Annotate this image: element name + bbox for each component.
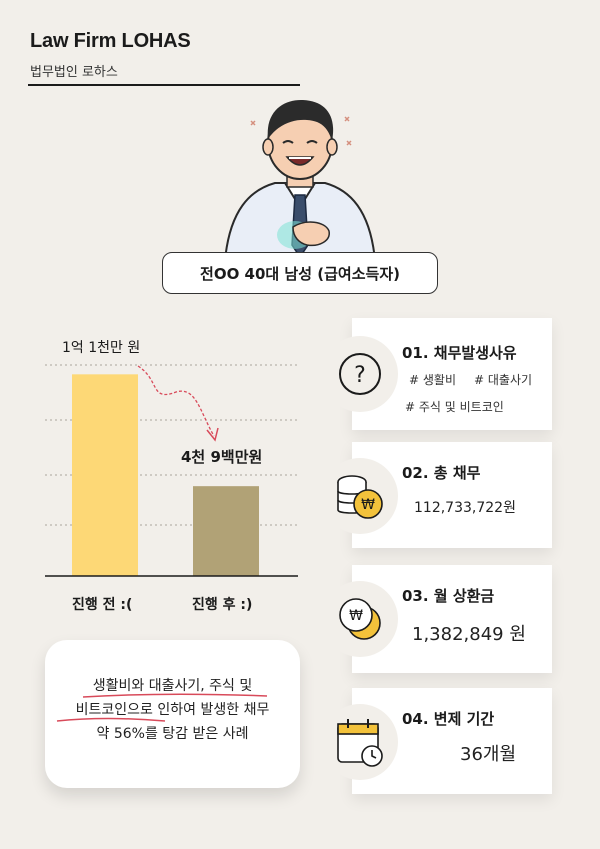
svg-text:₩: ₩: [361, 497, 375, 513]
tag-stock-bitcoin: # 주식 및 비트코인: [405, 400, 504, 414]
summary-underlines: [56, 693, 268, 722]
card-title: 04. 변제 기간: [402, 710, 495, 728]
summary-text: 생활비와 대출사기, 주식 및 비트코인으로 인하여 발생한 채무 약 56%를…: [45, 674, 300, 746]
card-title: 01. 채무발생사유: [402, 344, 517, 362]
header-divider: [28, 84, 300, 86]
calendar-icon: [337, 719, 383, 767]
coins-icon: ₩: [337, 475, 383, 519]
repayment-period-value: 36개월: [460, 744, 517, 765]
summary-line-2: 비트코인으로 인하여 발생한 채무: [75, 702, 270, 718]
svg-text:?: ?: [354, 363, 366, 388]
total-debt-value: 112,733,722원: [414, 500, 516, 516]
client-caption: 전OO 40대 남성 (급여소득자): [162, 252, 438, 294]
question-icon: ?: [339, 353, 381, 395]
card-title: 03. 월 상환금: [402, 587, 495, 605]
summary-card: 생활비와 대출사기, 주식 및 비트코인으로 인하여 발생한 채무 약 56%를…: [45, 640, 300, 788]
tag-loan-fraud: # 대출사기: [474, 373, 533, 387]
bar-value-label-after: 4천 9백만원: [181, 448, 263, 466]
client-illustration: [223, 99, 377, 260]
card-repayment-period: 04. 변제 기간 36개월: [322, 688, 552, 794]
decrease-arrow: [137, 365, 215, 437]
summary-line-3: 약 56%를 탕감 받은 사례: [96, 726, 249, 742]
brand-title: Law Firm LOHAS: [30, 30, 191, 52]
svg-text:₩: ₩: [349, 608, 363, 624]
debt-chart: 1억 1천만 원 4천 9백만원 진행 전 :( 진행 후 :): [0, 320, 330, 620]
card-title: 02. 총 채무: [402, 464, 481, 482]
won-coin-icon: ₩: [339, 598, 381, 640]
card-badge: [322, 336, 398, 412]
debt-chart-svg: [45, 364, 298, 577]
bar-value-label-before: 1억 1천만 원: [62, 340, 141, 356]
card-debt-reason: ? 01. 채무발생사유 # 생활비 # 대출사기 # 주식 및 비트코인: [322, 318, 552, 430]
brand-header: Law Firm LOHAS 법무법인 로하스: [30, 30, 191, 80]
x-tick-label-after: 진행 후 :): [192, 597, 253, 613]
bar-1: [193, 486, 259, 576]
card-total-debt: ₩ 02. 총 채무 112,733,722원: [322, 442, 552, 548]
monthly-payment-value: 1,382,849 원: [412, 624, 526, 645]
bar-0: [72, 374, 138, 576]
x-tick-label-before: 진행 전 :(: [72, 597, 133, 613]
card-monthly-payment: ₩ 03. 월 상환금 1,382,849 원: [322, 565, 552, 673]
summary-line-1: 생활비와 대출사기, 주식 및: [92, 678, 253, 694]
tag-living-cost: # 생활비: [409, 373, 456, 387]
brand-subtitle: 법무법인 로하스: [30, 65, 118, 80]
decrease-arrow-head: [206, 427, 219, 442]
